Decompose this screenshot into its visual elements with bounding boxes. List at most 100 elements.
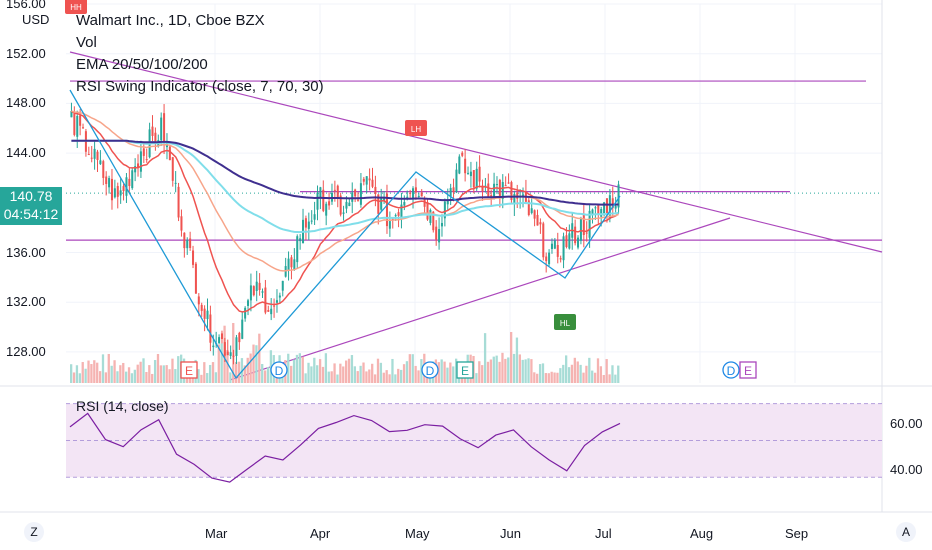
volume-bar [162, 365, 165, 383]
volume-bar [107, 353, 110, 383]
volume-bar [570, 364, 574, 383]
volume-bar [605, 359, 608, 383]
zoom-button[interactable]: Z [24, 522, 44, 542]
volume-legend[interactable]: Vol [76, 34, 97, 51]
candle-body [559, 258, 562, 260]
candle-body [203, 308, 206, 319]
rsi-legend[interactable]: RSI (14, close) [76, 398, 169, 414]
candle-body [412, 188, 415, 199]
volume-bar [443, 361, 446, 383]
candle-body [455, 169, 458, 193]
volume-bar [133, 369, 136, 383]
swing-label-hh: HH [70, 3, 82, 12]
volume-bar [492, 356, 495, 383]
volume-bar [295, 354, 299, 383]
earnings-marker-shape [739, 361, 757, 379]
candle-body [278, 295, 281, 298]
candle-body [255, 281, 258, 291]
volume-bar [139, 361, 142, 383]
candle-body [530, 208, 533, 214]
candle-body [548, 252, 551, 265]
volume-bar [304, 373, 307, 383]
volume-bar [235, 362, 238, 383]
dividend-marker-shape [722, 361, 740, 379]
candle-body [119, 190, 122, 196]
candle-body [336, 185, 339, 198]
candle-body [307, 221, 310, 229]
candle-body [464, 158, 467, 174]
symbol-title[interactable]: Walmart Inc., 1D, Cboe BZX [76, 12, 265, 29]
price-tick: 128.00 [6, 343, 46, 359]
candle-body [139, 151, 142, 172]
candle-body [186, 240, 189, 249]
candle-body [220, 333, 223, 340]
candle-body [200, 304, 203, 311]
candle-body [385, 193, 388, 227]
volume-bar [226, 349, 229, 383]
volume-bar [249, 353, 252, 383]
volume-bar [316, 365, 319, 383]
candle-body [597, 203, 600, 214]
candle-body [472, 170, 475, 188]
volume-bar [72, 372, 76, 383]
candle-body [438, 229, 441, 243]
price-tick: 156.00 [6, 0, 46, 11]
volume-bar [266, 367, 270, 383]
candle-body [110, 178, 113, 201]
auto-scale-button[interactable]: A [896, 522, 916, 542]
candle-body [290, 257, 293, 268]
volume-bar [165, 365, 168, 383]
month-label: Apr [310, 526, 331, 541]
candle-body [510, 182, 513, 200]
rsi-tick-60: 60.00 [890, 416, 923, 431]
candle-body [388, 221, 391, 229]
volume-bar [617, 365, 620, 383]
ema-legend[interactable]: EMA 20/50/100/200 [76, 56, 208, 73]
volume-bar [582, 372, 585, 383]
volume-bar [78, 373, 81, 383]
dividend-marker-label: D [275, 364, 284, 378]
volume-bar [336, 374, 339, 383]
volume-bar [333, 363, 336, 383]
candle-body [605, 198, 608, 216]
volume-bar [512, 353, 516, 383]
candle-body [87, 154, 90, 156]
candle-body [235, 337, 238, 356]
volume-bar [130, 373, 134, 383]
candle-body [501, 182, 504, 199]
candle-body [212, 345, 215, 348]
volume-bar [405, 361, 409, 383]
volume-bar [608, 374, 611, 383]
volume-bar [489, 359, 493, 383]
month-label: Mar [205, 526, 228, 541]
volume-bar [156, 353, 160, 383]
volume-bar [206, 373, 209, 383]
candle-body [70, 111, 73, 118]
volume-bar [110, 365, 113, 383]
dividend-marker-shape [421, 361, 439, 379]
candle-body [594, 207, 597, 209]
swing-label-lh-box [405, 120, 427, 136]
volume-bar [255, 345, 258, 383]
rsi-swing-legend[interactable]: RSI Swing Indicator (close, 7, 70, 30) [76, 78, 324, 95]
earnings-marker-label: E [185, 364, 193, 378]
candle-body [247, 300, 250, 306]
candle-body [351, 192, 354, 202]
volume-bar [125, 371, 128, 383]
candle-body [582, 214, 585, 236]
volume-bar [388, 374, 391, 383]
candle-body [218, 337, 221, 344]
candle-body [258, 282, 261, 291]
dividend-marker-label: D [426, 364, 435, 378]
volume-bar [408, 354, 411, 383]
candle-body [435, 226, 438, 240]
candle-body [160, 117, 163, 141]
last-price-tag: 140.78 04:54:12 [0, 187, 62, 225]
volume-bar [298, 353, 301, 383]
candle-body [241, 319, 244, 339]
price-tick: 136.00 [6, 244, 46, 260]
volume-bar [301, 356, 304, 383]
volume-bar [211, 362, 215, 383]
rsi-tick-40: 40.00 [890, 462, 923, 477]
